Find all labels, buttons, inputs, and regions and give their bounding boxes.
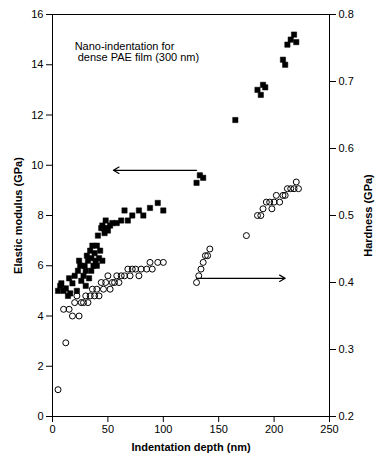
svg-text:250: 250 [320, 423, 338, 435]
svg-text:0.2: 0.2 [339, 410, 354, 422]
svg-text:50: 50 [102, 423, 114, 435]
svg-text:200: 200 [265, 423, 283, 435]
svg-text:0.8: 0.8 [339, 8, 354, 20]
svg-text:0.4: 0.4 [339, 276, 354, 288]
svg-text:Elastic modulus (GPa): Elastic modulus (GPa) [12, 157, 24, 274]
svg-text:0: 0 [49, 423, 55, 435]
svg-text:Nano-indentation for dense PAE: Nano-indentation for dense PAE film (300… [75, 40, 200, 63]
svg-text:150: 150 [210, 423, 228, 435]
svg-text:6: 6 [37, 259, 43, 271]
svg-text:0: 0 [37, 410, 43, 422]
svg-text:100: 100 [154, 423, 172, 435]
svg-text:12: 12 [31, 109, 43, 121]
svg-text:Hardness (GPa): Hardness (GPa) [362, 174, 374, 257]
svg-text:16: 16 [31, 8, 43, 20]
svg-text:Indentation depth (nm): Indentation depth (nm) [131, 441, 250, 453]
svg-text:0.6: 0.6 [339, 142, 354, 154]
svg-text:8: 8 [37, 209, 43, 221]
svg-text:10: 10 [31, 159, 43, 171]
svg-text:2: 2 [37, 360, 43, 372]
svg-text:0.3: 0.3 [339, 343, 354, 355]
svg-text:14: 14 [31, 58, 43, 70]
svg-text:4: 4 [37, 310, 43, 322]
svg-text:0.5: 0.5 [339, 209, 354, 221]
svg-text:0.7: 0.7 [339, 75, 354, 87]
